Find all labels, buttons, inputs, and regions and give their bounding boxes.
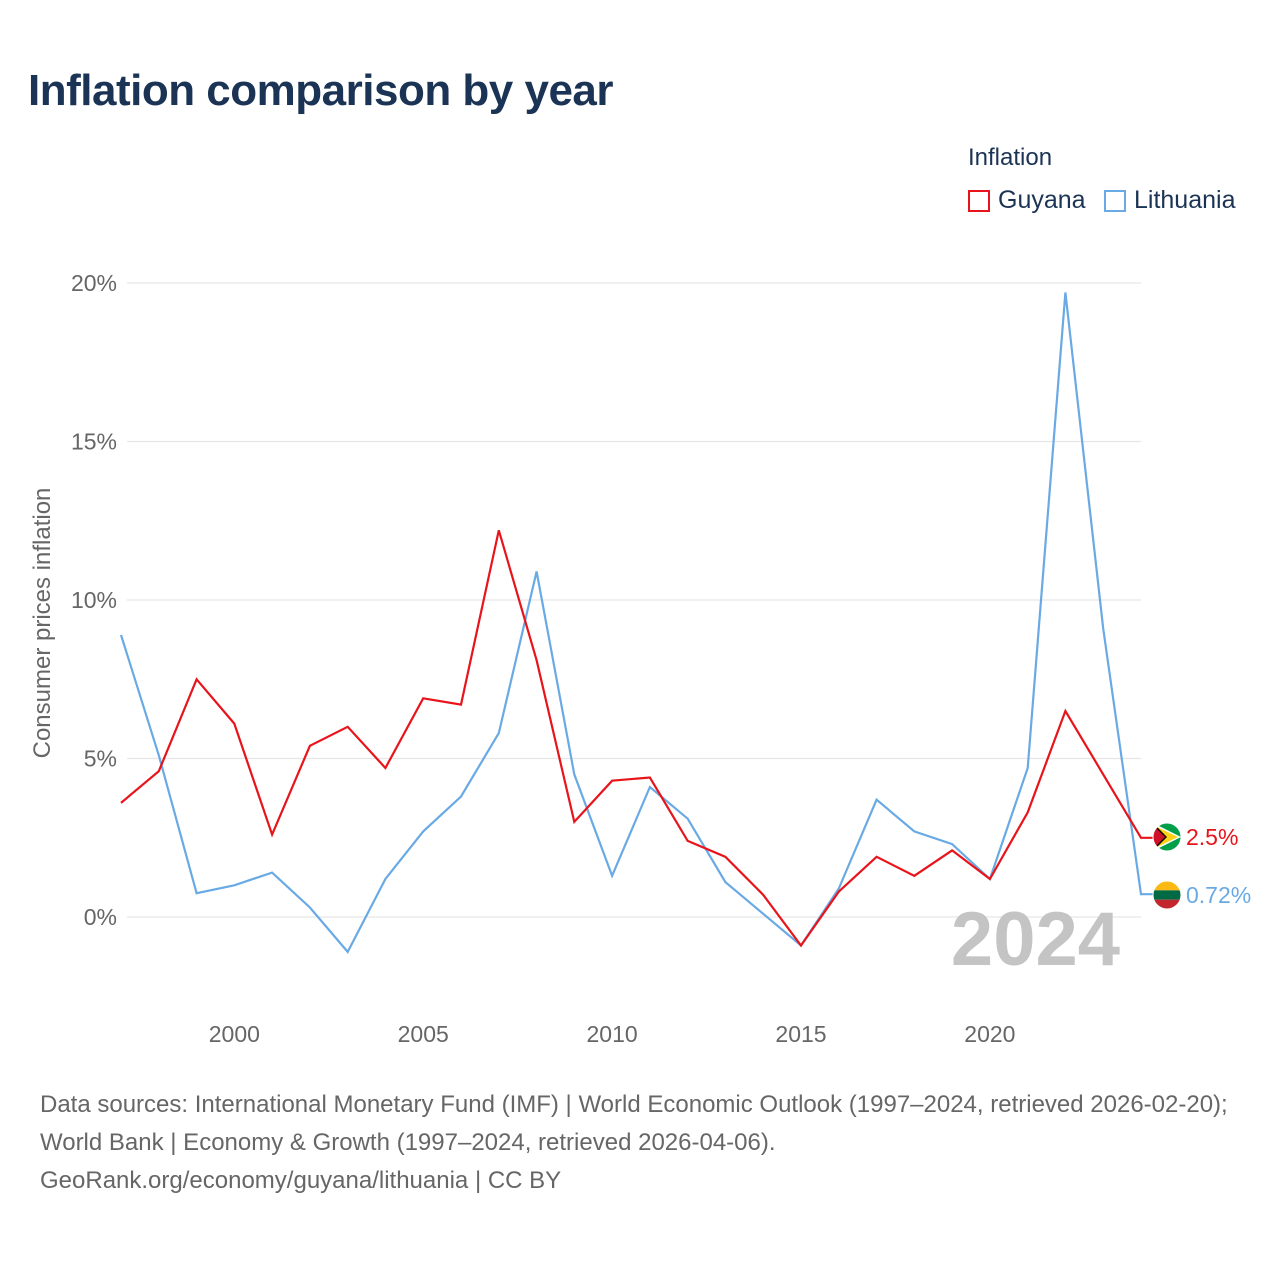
- year-watermark: 2024: [951, 897, 1120, 982]
- x-tick-label: 2020: [964, 1021, 1015, 1047]
- x-tick-label: 2005: [398, 1021, 449, 1047]
- x-tick-label: 2010: [587, 1021, 638, 1047]
- legend-label-lithuania: Lithuania: [1134, 186, 1236, 214]
- legend-item-guyana[interactable]: Guyana: [968, 186, 1086, 215]
- line-chart: 0% 5% 10% 15% 20% 2000 2005 2010 2015 2020 Consu…: [29, 270, 1251, 1047]
- chart-title: Inflation comparison by year: [28, 66, 614, 115]
- flag-border: [1152, 880, 1182, 910]
- y-tick-label: 5%: [84, 746, 117, 772]
- series-line-guyana[interactable]: [120, 529, 1155, 948]
- flag-border: [1152, 822, 1182, 852]
- series-line-lithuania[interactable]: [119, 292, 1155, 954]
- data-sources: Data sources: International Monetary Fun…: [40, 1091, 1228, 1156]
- y-axis-label: Consumer prices inflation: [29, 488, 56, 759]
- legend-item-lithuania[interactable]: Lithuania: [1104, 186, 1235, 215]
- footer: Data sources: International Monetary Fun…: [40, 1086, 1255, 1200]
- legend-swatch-guyana: [968, 189, 990, 212]
- end-label-guyana: 2.5%: [1186, 824, 1238, 850]
- y-tick-label: 20%: [71, 270, 117, 296]
- y-tick-label: 0%: [84, 904, 117, 930]
- source-link[interactable]: GeoRank.org/economy/guyana/lithuania | C…: [40, 1167, 562, 1194]
- y-tick-label: 10%: [71, 587, 117, 613]
- legend-label-guyana: Guyana: [998, 186, 1086, 214]
- guyana-flag-icon: [1153, 823, 1181, 851]
- x-tick-label: 2000: [209, 1021, 260, 1047]
- end-label-lithuania: 0.72%: [1186, 882, 1251, 908]
- lithuania-flag-icon: [1153, 881, 1181, 909]
- legend-swatch-lithuania: [1104, 189, 1126, 212]
- y-tick-label: 15%: [71, 429, 117, 455]
- legend-title: Inflation: [968, 144, 1053, 171]
- x-tick-label: 2015: [775, 1021, 826, 1047]
